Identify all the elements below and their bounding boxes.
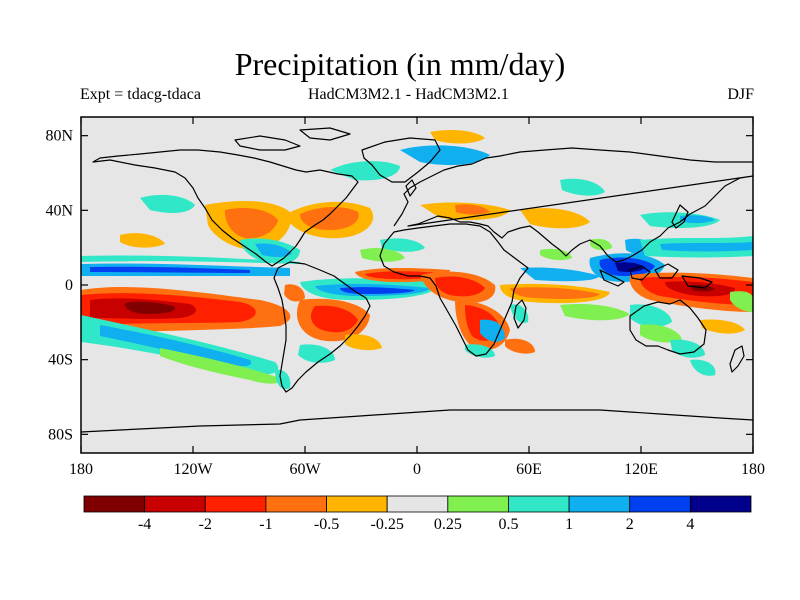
- colorbar-swatch: [689, 495, 752, 513]
- colorbar-swatch: [386, 495, 449, 513]
- model-label: HadCM3M2.1 - HadCM3M2.1: [308, 86, 509, 103]
- dateline-wet: [730, 291, 753, 312]
- colorbar-swatch: [568, 495, 631, 513]
- south-pacific-wet-inner: [100, 325, 252, 367]
- colorbar-label: 4: [686, 516, 694, 533]
- lat-tick-label: 0: [65, 277, 73, 294]
- season-label: DJF: [727, 86, 754, 103]
- experiment-label: Expt = tdacg-tdaca: [80, 86, 201, 103]
- east-asia-coastline: [407, 175, 753, 263]
- lon-tick-label: 120W: [173, 461, 213, 478]
- colorbar-label: -2: [199, 516, 212, 533]
- africa-coastline: [379, 223, 529, 357]
- australia-wet-inner: [640, 324, 682, 343]
- south-indian-ocean-wet: [560, 304, 630, 321]
- southern-africa-wet: [480, 319, 505, 342]
- colorbar-swatch: [83, 495, 146, 513]
- brazil-dry-inner: [310, 305, 358, 333]
- africa-dry-inner: [435, 276, 485, 297]
- mid-atlantic-wet-2: [380, 238, 425, 252]
- colorbar-swatch: [144, 495, 206, 513]
- lat-tick-label: 40S: [48, 352, 73, 369]
- lon-tick-label: 60W: [289, 461, 321, 478]
- colorbar-swatch: [447, 495, 509, 513]
- colorbar-label: -0.5: [314, 516, 339, 533]
- indian-ocean-wet: [520, 267, 600, 282]
- colorbar-label: 0.25: [434, 516, 462, 533]
- mid-atlantic-wet-1: [360, 247, 405, 262]
- colorbar-label: -4: [138, 516, 151, 533]
- colorbar-swatch: [629, 495, 691, 513]
- colorbar-label: -0.25: [371, 516, 404, 533]
- maritime-continent-coastline: [599, 263, 713, 289]
- axis-ticks: 80N 40N 0 40S 80S 180 120W 60W 0 60E 120E 180: [45, 117, 765, 478]
- north-pacific-dry: [120, 233, 165, 248]
- new-zealand-coastline: [729, 345, 745, 373]
- pacific-wet-rim: [81, 255, 300, 264]
- japan-wet-core: [680, 215, 715, 224]
- map-title: Precipitation (in mm/day): [234, 46, 566, 82]
- australia-coastline: [629, 299, 707, 355]
- lat-tick-label: 80N: [45, 128, 73, 145]
- antarctica-coastline: [81, 409, 753, 433]
- colorbar-label: 2: [626, 516, 634, 533]
- arabian-sea-wet: [540, 248, 572, 261]
- south-asia-wet: [590, 238, 612, 251]
- australia-wet-outer: [630, 304, 672, 327]
- south-america-coastline: [273, 261, 371, 393]
- north-atlantic-dry-inner: [300, 206, 359, 230]
- lon-tick-label: 0: [413, 461, 421, 478]
- southeast-brazil-wet: [298, 344, 335, 363]
- colorbar: -4 -2 -1 -0.5 -0.25 0.25 0.5 1 2 4: [83, 495, 752, 533]
- coastlines: [81, 127, 753, 433]
- madagascar-coastline: [513, 299, 527, 329]
- gulf-wet-inner: [255, 243, 292, 258]
- colorbar-swatch: [204, 495, 267, 513]
- western-pacific-wet-core: [660, 242, 753, 252]
- middle-east-dry: [455, 204, 490, 215]
- north-pacific-wet: [140, 194, 195, 213]
- lon-tick-label: 60E: [516, 461, 542, 478]
- north-america-coastline: [92, 149, 359, 267]
- south-pacific-wet-fringe: [160, 348, 281, 384]
- southwest-pacific-wet: [690, 359, 716, 376]
- lat-tick-label: 40N: [45, 202, 73, 219]
- pacific-dry-peak: [124, 301, 176, 314]
- colorbar-label: 1: [565, 516, 573, 533]
- north-atlantic-wet-2: [400, 145, 490, 166]
- tasman-dry: [700, 319, 745, 334]
- colorbar-label: 0.5: [498, 516, 518, 533]
- pacific-wet-stripe-core: [90, 266, 250, 273]
- greenland-coastline: [361, 137, 441, 183]
- southwest-indian-ocean-dry: [505, 338, 535, 354]
- canadian-arctic-islands: [234, 127, 351, 151]
- colorbar-label: -1: [259, 516, 272, 533]
- central-asia-dry: [520, 208, 590, 229]
- lon-tick-label: 180: [69, 461, 93, 478]
- patagonia-wet: [275, 369, 291, 390]
- eurasia-coastline: [393, 147, 753, 227]
- north-america-dry-inner: [224, 208, 278, 239]
- indian-ocean-dry-inner: [510, 287, 600, 299]
- colorbar-swatch: [508, 495, 570, 513]
- andes-dry: [284, 284, 305, 302]
- south-africa-wet-margin: [465, 344, 495, 358]
- japan-coastline: [671, 204, 689, 229]
- uk-coastline: [405, 179, 417, 197]
- maritime-continent-wet-core: [615, 262, 645, 272]
- arctic-dry: [430, 130, 485, 144]
- lon-tick-label: 180: [741, 461, 765, 478]
- siberia-wet: [560, 178, 605, 196]
- tropical-atlantic-wet-core: [340, 287, 415, 294]
- south-atlantic-dry: [345, 334, 382, 351]
- colorbar-swatch: [265, 495, 327, 513]
- colorbar-swatch: [326, 495, 388, 513]
- lon-tick-label: 120E: [624, 461, 658, 478]
- lat-tick-label: 80S: [48, 426, 73, 443]
